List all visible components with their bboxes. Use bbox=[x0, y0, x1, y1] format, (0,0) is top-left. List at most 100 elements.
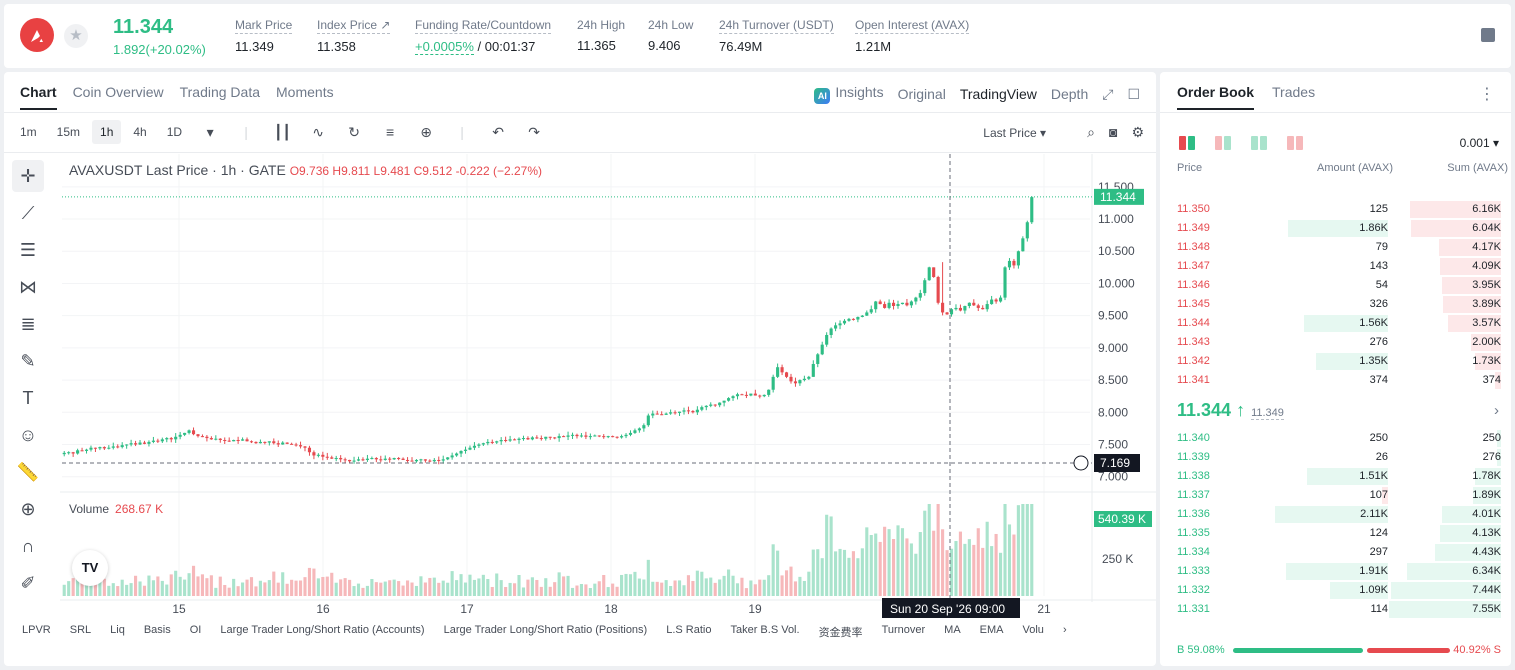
layout-asks-icon[interactable] bbox=[1287, 136, 1303, 150]
volume-bar bbox=[535, 579, 539, 596]
indicator-7[interactable]: L.S Ratio bbox=[666, 624, 712, 636]
tab-moments[interactable]: Moments bbox=[276, 84, 334, 100]
orderbook-mid-price[interactable]: 11.344 ↑ 11.349 › bbox=[1177, 400, 1501, 421]
stat-mark-price: Mark Price 11.349 bbox=[235, 18, 293, 54]
indicator-3[interactable]: Basis bbox=[143, 624, 171, 636]
row-amount: 1.51K bbox=[1359, 470, 1388, 482]
chevron-down-icon[interactable]: ▾ bbox=[206, 124, 214, 140]
redo-icon[interactable]: ↷ bbox=[528, 124, 540, 140]
book-icon[interactable] bbox=[1481, 28, 1495, 42]
tab-chart[interactable]: Chart bbox=[20, 84, 57, 110]
volume-bar bbox=[298, 580, 303, 596]
gear-icon[interactable]: ⚙ bbox=[1131, 124, 1144, 140]
bid-row[interactable]: 11.338 1.51K 1.78K bbox=[1160, 467, 1511, 486]
camera-icon[interactable]: ◙ bbox=[1108, 124, 1118, 140]
tab-depth[interactable]: Depth bbox=[1050, 86, 1089, 102]
volume-bar bbox=[325, 576, 329, 596]
ask-row[interactable]: 11.345 326 3.89K bbox=[1160, 295, 1511, 314]
bid-row[interactable]: 11.331 114 7.55K bbox=[1160, 600, 1511, 619]
templates-icon[interactable]: ≡ bbox=[385, 124, 395, 140]
tab-original[interactable]: Original bbox=[897, 86, 946, 102]
tab-order-book[interactable]: Order Book bbox=[1177, 84, 1255, 110]
row-price: 11.333 bbox=[1177, 565, 1210, 577]
fib-icon[interactable]: ≣ bbox=[20, 314, 36, 334]
ask-row[interactable]: 11.347 143 4.09K bbox=[1160, 257, 1511, 276]
bid-row[interactable]: 11.334 297 4.43K bbox=[1160, 543, 1511, 562]
pencil-icon[interactable]: ✐ bbox=[20, 573, 36, 593]
undo-icon[interactable]: ↶ bbox=[492, 124, 504, 140]
stat-index-price[interactable]: Index Price ↗ 11.358 bbox=[317, 18, 391, 54]
tab-insights[interactable]: AI Insights bbox=[814, 84, 884, 104]
indicator-12[interactable]: EMA bbox=[979, 624, 1004, 636]
indicator-0[interactable]: LPVR bbox=[22, 624, 51, 636]
ask-row[interactable]: 11.344 1.56K 3.57K bbox=[1160, 314, 1511, 333]
indicator-1[interactable]: SRL bbox=[69, 624, 92, 636]
horizontal-lines-icon[interactable]: ☰ bbox=[19, 240, 37, 260]
volume-bar bbox=[281, 572, 285, 596]
more-icon[interactable]: ⋮ bbox=[1479, 86, 1495, 103]
ask-row[interactable]: 11.346 54 3.95K bbox=[1160, 276, 1511, 295]
chevron-right-icon[interactable]: › bbox=[1494, 402, 1499, 419]
bid-row[interactable]: 11.333 1.91K 6.34K bbox=[1160, 562, 1511, 581]
ask-row[interactable]: 11.349 1.86K 6.04K bbox=[1160, 219, 1511, 238]
timeframe-4h[interactable]: 4h bbox=[133, 125, 147, 139]
timeframe-1d[interactable]: 1D bbox=[166, 125, 183, 139]
indicators-icon[interactable]: ∿ bbox=[312, 124, 324, 140]
magnet-icon[interactable]: ∩ bbox=[21, 536, 35, 556]
ask-row[interactable]: 11.343 276 2.00K bbox=[1160, 333, 1511, 352]
emoji-icon[interactable]: ☺ bbox=[18, 425, 38, 445]
add-indicator-icon[interactable]: ⊕ bbox=[420, 124, 432, 140]
trend-line-icon[interactable]: ⟋ bbox=[21, 203, 35, 223]
tab-trading-data[interactable]: Trading Data bbox=[179, 84, 261, 100]
indicator-11[interactable]: MA bbox=[944, 624, 961, 636]
window-icon[interactable]: ☐ bbox=[1127, 85, 1140, 102]
candle-body bbox=[169, 438, 173, 440]
timeframe-15m[interactable]: 15m bbox=[56, 125, 81, 139]
bid-row[interactable]: 11.339 26 276 bbox=[1160, 448, 1511, 467]
tab-coin-overview[interactable]: Coin Overview bbox=[72, 84, 164, 100]
pattern-icon[interactable]: ⋈ bbox=[19, 277, 37, 297]
price-source-select[interactable]: Last Price ▾ bbox=[983, 126, 1046, 140]
zoom-icon[interactable]: ⊕ bbox=[20, 499, 36, 519]
bid-row[interactable]: 11.336 2.11K 4.01K bbox=[1160, 505, 1511, 524]
timeframe-1h[interactable]: 1h bbox=[92, 120, 122, 144]
indicator-9[interactable]: 资金费率 bbox=[818, 627, 863, 639]
candle-body bbox=[241, 439, 245, 441]
bid-row[interactable]: 11.337 107 1.89K bbox=[1160, 486, 1511, 505]
volume-bar bbox=[160, 580, 164, 596]
brush-icon[interactable]: ✎ bbox=[20, 351, 36, 371]
ask-row[interactable]: 11.350 125 6.16K bbox=[1160, 200, 1511, 219]
indicator-10[interactable]: Turnover bbox=[881, 624, 926, 636]
indicator-13[interactable]: Volu bbox=[1022, 624, 1044, 636]
ruler-icon[interactable]: 📏 bbox=[16, 462, 40, 482]
indicator-8[interactable]: Taker B.S Vol. bbox=[730, 624, 800, 636]
candle-body bbox=[976, 305, 980, 308]
candle-body bbox=[504, 439, 508, 441]
search-icon[interactable]: ⌕ bbox=[1087, 124, 1095, 140]
bid-row[interactable]: 11.335 124 4.13K bbox=[1160, 524, 1511, 543]
replay-icon[interactable]: ↻ bbox=[348, 124, 360, 140]
tab-tradingview[interactable]: TradingView bbox=[959, 86, 1037, 102]
bid-row[interactable]: 11.340 250 250 bbox=[1160, 429, 1511, 448]
text-icon[interactable]: T bbox=[22, 388, 34, 408]
candle-type-icon[interactable]: ┃┃ bbox=[274, 124, 291, 140]
ask-row[interactable]: 11.342 1.35K 1.73K bbox=[1160, 352, 1511, 371]
tab-trades[interactable]: Trades bbox=[1272, 84, 1316, 100]
bid-row[interactable]: 11.332 1.09K 7.44K bbox=[1160, 581, 1511, 600]
expand-icon[interactable]: ⤢ bbox=[1102, 85, 1114, 102]
ask-row[interactable]: 11.348 79 4.17K bbox=[1160, 238, 1511, 257]
ask-row[interactable]: 11.341 374 374 bbox=[1160, 371, 1511, 390]
volume-bar bbox=[383, 581, 387, 596]
indicator-6[interactable]: Large Trader Long/Short Ratio (Positions… bbox=[443, 624, 648, 636]
precision-select[interactable]: 0.001 ▾ bbox=[1459, 136, 1499, 150]
crosshair-icon[interactable]: ✛ bbox=[12, 160, 44, 192]
indicator-2[interactable]: Liq bbox=[110, 624, 125, 636]
chevron-right-icon[interactable]: › bbox=[1062, 624, 1067, 636]
layout-split-icon[interactable] bbox=[1215, 136, 1231, 150]
indicator-4[interactable]: OI bbox=[189, 624, 202, 636]
layout-bids-icon[interactable] bbox=[1251, 136, 1267, 150]
timeframe-1m[interactable]: 1m bbox=[20, 125, 37, 139]
favorite-star-icon[interactable]: ★ bbox=[64, 24, 88, 48]
layout-both-icon[interactable] bbox=[1179, 136, 1195, 150]
indicator-5[interactable]: Large Trader Long/Short Ratio (Accounts) bbox=[220, 624, 425, 636]
